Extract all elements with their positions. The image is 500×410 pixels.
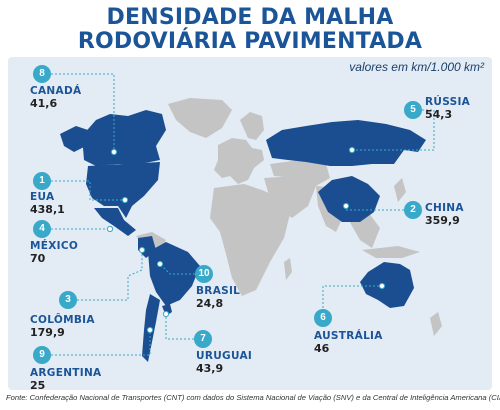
africa [210,184,290,296]
greenland [168,98,232,138]
country-name: EUA [30,191,55,203]
rank-badge: 5 [404,101,422,119]
rank-badge: 1 [33,172,51,190]
label-colombia: COLÔMBIA 179,9 [30,314,95,339]
units-label: valores em km/1.000 km² [349,60,484,74]
leader-endpoints [106,146,386,334]
country-name: CHINA [425,202,464,214]
title-line-1: DENSIDADE DA MALHA [106,5,394,30]
rank-badge: 8 [33,65,51,83]
europe [214,138,264,184]
label-china: CHINA 359,9 [425,202,464,227]
central-asia [270,160,330,186]
scandinavia [240,112,264,140]
country-value: 24,8 [196,297,224,310]
country-name: URUGUAI [196,350,253,362]
label-australia: AUSTRÁLIA 46 [314,330,383,355]
country-value: 359,9 [425,214,460,227]
country-name: BRASIL [196,285,241,297]
country-name: AUSTRÁLIA [314,330,383,342]
country-name: CANADÁ [30,85,82,97]
new-zealand [430,312,442,336]
label-mexico: MÉXICO 70 [30,240,78,265]
country-value: 43,9 [196,362,224,375]
uruguay-shape [162,304,172,316]
country-value: 54,3 [425,108,453,121]
leader-lines [51,73,435,356]
country-name: MÉXICO [30,240,79,252]
rank-badge: 4 [33,220,51,238]
alaska-shape [60,126,88,152]
rank-badge: 7 [194,330,212,348]
rank-badge: 9 [33,346,51,364]
indonesia [362,246,420,258]
label-argentina: ARGENTINA 25 [30,367,101,392]
source-note: Fonte: Confederação Nacional de Transpor… [6,393,500,402]
country-name: COLÔMBIA [30,314,95,326]
country-value: 25 [30,379,46,392]
china-shape [318,176,380,222]
russia-shape [266,120,426,166]
usa-shape [86,162,160,218]
country-value: 41,6 [30,97,58,110]
australia-shape [360,262,414,308]
mexico-shape [94,208,136,236]
country-value: 46 [314,342,330,355]
japan [394,178,406,202]
middle-east [264,176,316,218]
label-eua: EUA 438,1 [30,191,65,216]
label-russia: RÚSSIA 54,3 [425,96,470,121]
country-value: 438,1 [30,203,65,216]
rank-badge: 10 [195,265,213,283]
canada-shape [82,110,166,166]
rank-badge: 6 [314,309,332,327]
country-value: 179,9 [30,326,65,339]
label-brasil: BRASIL 24,8 [196,285,240,310]
madagascar [284,258,292,280]
country-name: RÚSSIA [425,96,471,108]
label-canada: CANADÁ 41,6 [30,85,81,110]
rank-badge: 3 [59,291,77,309]
rank-badge: 2 [404,201,422,219]
title-line-2: RODOVIÁRIA PAVIMENTADA [77,29,423,54]
title-block: DENSIDADE DA MALHA RODOVIÁRIA PAVIMENTAD… [0,6,500,54]
country-value: 70 [30,252,46,265]
country-name: ARGENTINA [30,367,102,379]
label-uruguai: URUGUAI 43,9 [196,350,252,375]
